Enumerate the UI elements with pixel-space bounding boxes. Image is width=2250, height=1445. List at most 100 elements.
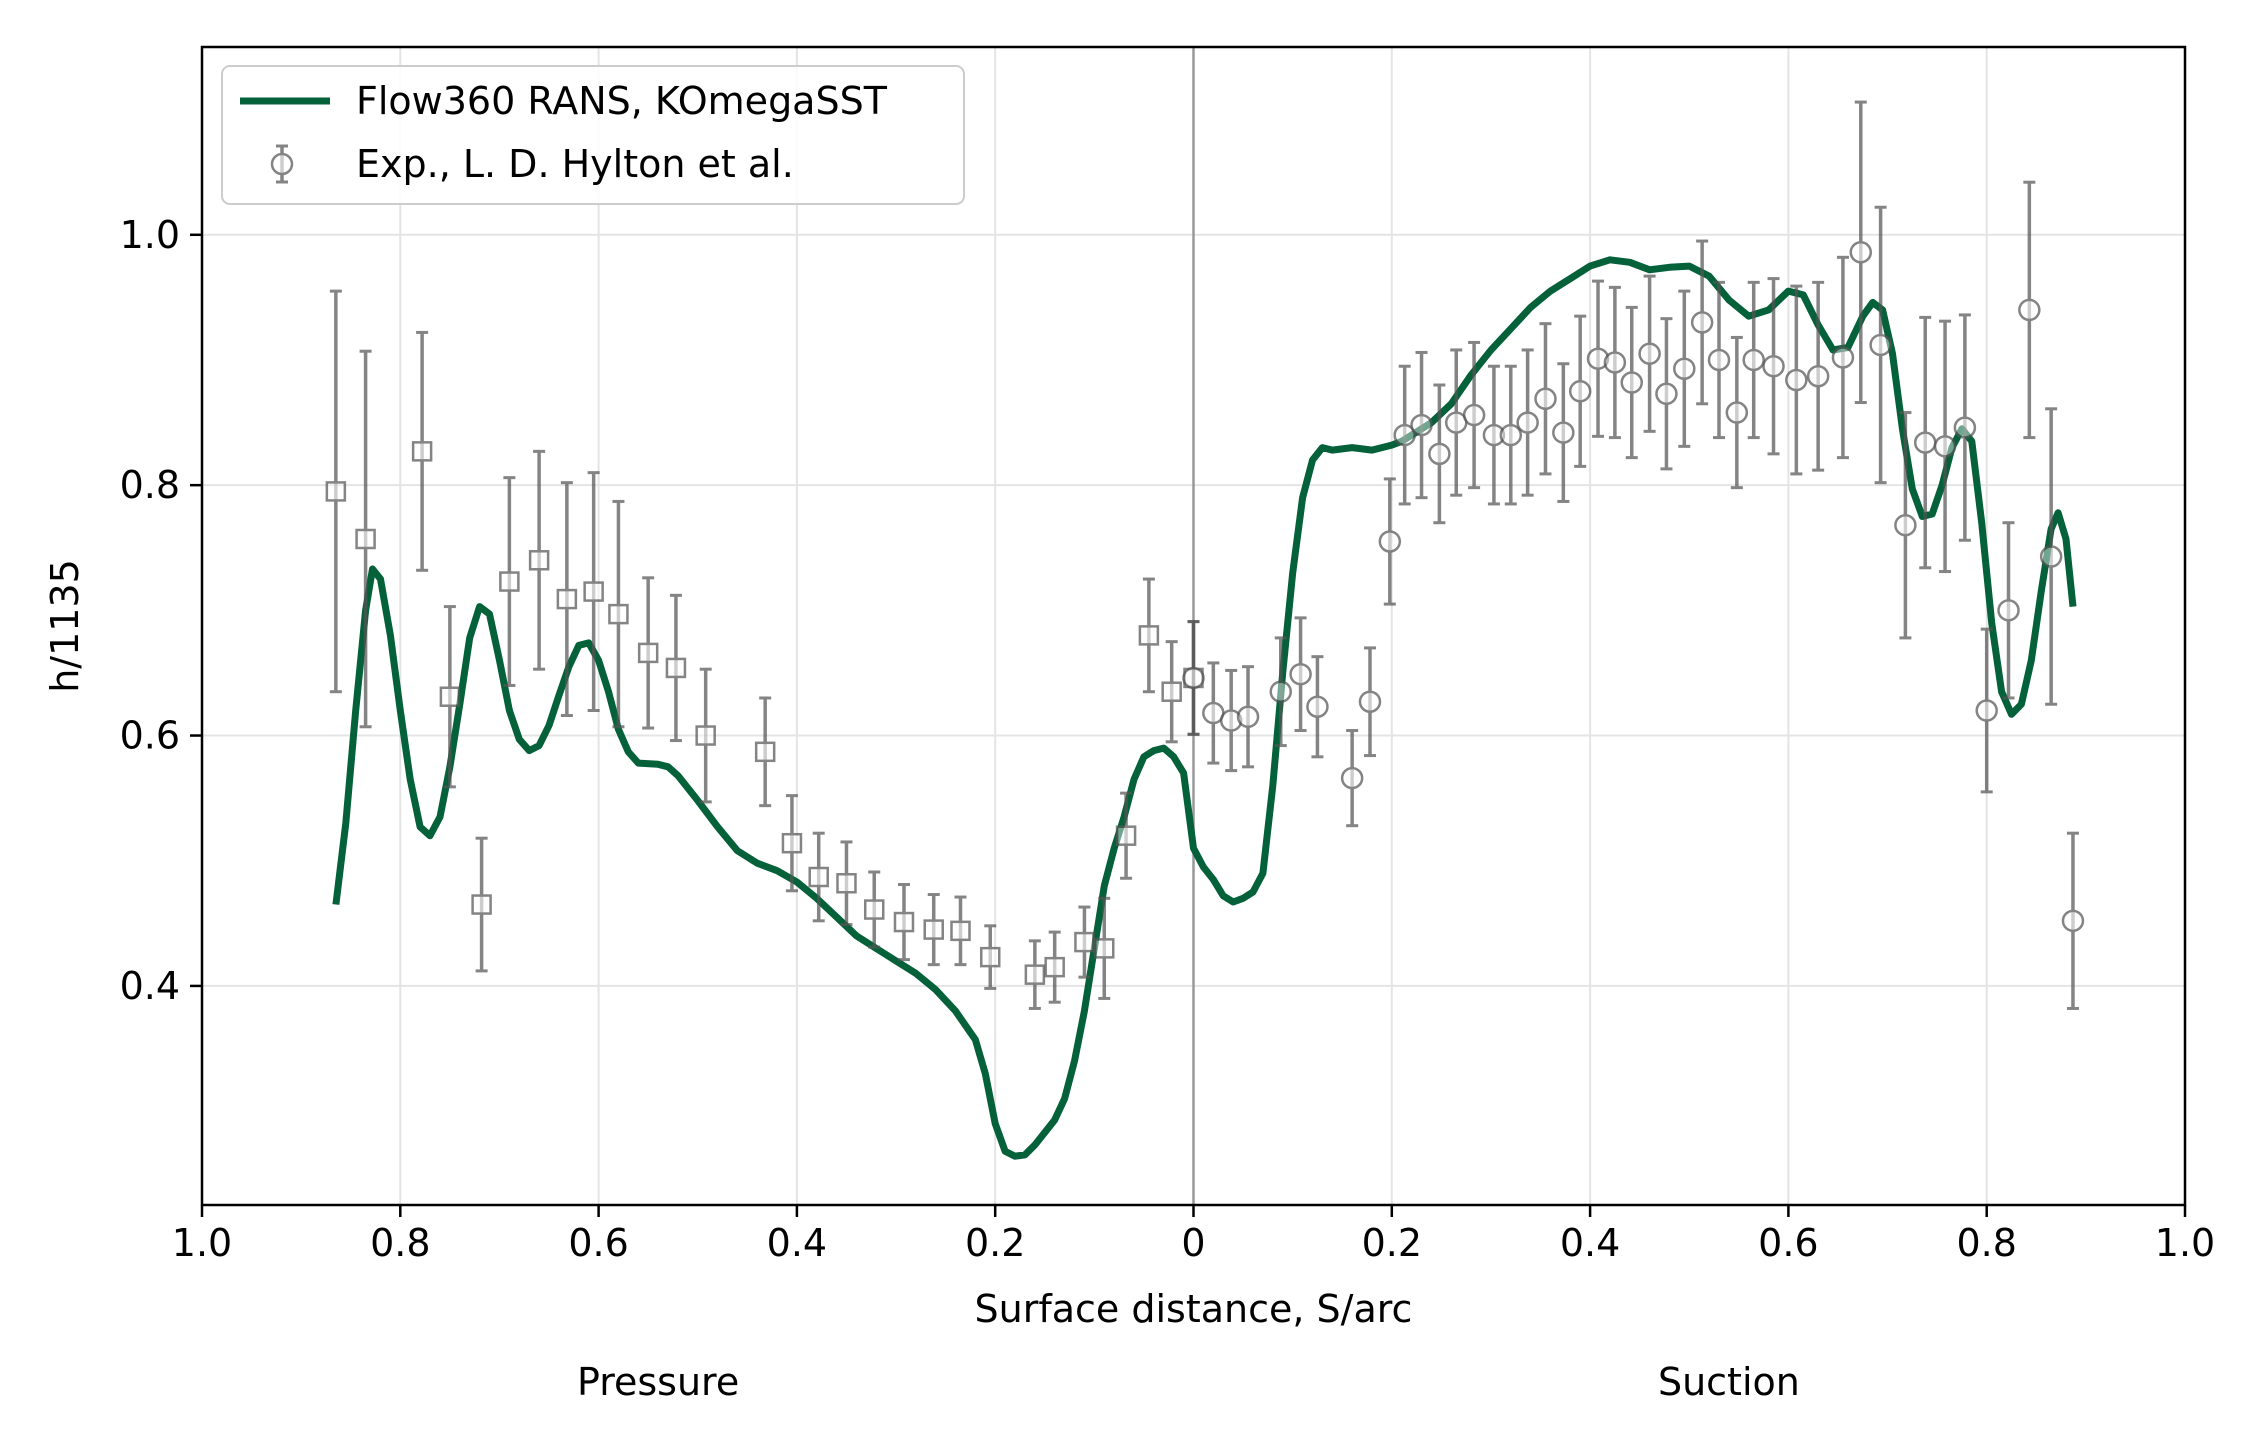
experiment-point: [1410, 350, 1433, 500]
experiment-point: [754, 696, 776, 808]
experiment-point: [1831, 255, 1855, 460]
cfd-series-line: [332, 256, 2077, 1160]
experiment-point: [979, 924, 1001, 990]
circle-marker: [1289, 662, 1312, 686]
square-marker: [355, 528, 376, 550]
circle-marker: [1690, 311, 1714, 334]
square-marker: [583, 581, 604, 602]
circle-marker: [1762, 354, 1785, 378]
x-tick-label: 0.4: [767, 1221, 827, 1265]
square-marker: [808, 866, 829, 888]
x-axis-title: Surface distance, S/arc: [975, 1287, 1413, 1331]
experiment-point: [1393, 364, 1416, 506]
square-marker: [411, 441, 433, 462]
experiment-point: [1161, 640, 1182, 744]
experiment-point: [1024, 939, 1046, 1010]
circle-marker: [1516, 411, 1539, 434]
experiment-point: [1516, 348, 1539, 497]
experiment-point: [1482, 364, 1506, 506]
circle-marker: [1831, 346, 1855, 369]
experiment-point: [1219, 668, 1243, 773]
circle-marker: [1568, 380, 1592, 403]
experiment-point: [2061, 831, 2085, 1010]
experiment-point: [1094, 896, 1115, 1000]
experiment-point: [1115, 791, 1137, 880]
experiment-point: [1997, 521, 2020, 700]
y-axis-title: h/1135: [43, 559, 87, 693]
circle-marker: [1462, 403, 1486, 427]
experiment-point: [471, 836, 492, 973]
x-tick-label: 0.4: [1560, 1221, 1620, 1265]
x-tick-label: 1.0: [172, 1221, 232, 1265]
experiment-point: [863, 870, 885, 949]
square-marker: [556, 588, 578, 610]
y-tick-label: 0.8: [120, 463, 180, 507]
experiment-point: [1306, 655, 1329, 759]
square-marker: [637, 642, 659, 664]
square-marker: [1138, 625, 1160, 646]
square-marker: [608, 603, 629, 625]
experiment-point: [1894, 411, 1917, 640]
circle-marker: [1953, 416, 1977, 439]
circle-marker: [1603, 351, 1627, 374]
circle-marker: [1552, 421, 1575, 444]
experiment-point: [1444, 348, 1468, 497]
circle-marker: [1499, 423, 1523, 447]
square-marker: [979, 946, 1001, 968]
square-marker: [528, 550, 550, 571]
y-tick-label: 0.6: [120, 714, 180, 758]
experiment-point: [583, 471, 604, 713]
square-marker: [325, 481, 347, 502]
square-marker: [471, 894, 492, 915]
circle-marker: [1358, 690, 1382, 713]
experiment-point: [1707, 280, 1731, 440]
circle-marker: [1269, 680, 1293, 703]
circle-marker: [1219, 709, 1243, 732]
circle-marker: [1638, 342, 1661, 365]
experiment-point: [1655, 317, 1678, 471]
circle-marker: [1894, 513, 1917, 537]
circle-marker: [1620, 371, 1643, 394]
circle-marker: [1393, 423, 1416, 447]
experiment-point: [1849, 100, 1873, 405]
circle-marker: [1806, 364, 1830, 388]
square-marker: [754, 741, 776, 763]
experiment-point: [1568, 314, 1592, 468]
square-marker: [1074, 931, 1095, 953]
experiment-point: [1236, 665, 1260, 769]
square-marker: [665, 657, 687, 679]
x-tick-label: 0.8: [1956, 1221, 2016, 1265]
experiment-point: [893, 883, 915, 962]
experiment-point: [1534, 322, 1557, 476]
experiment-point: [665, 593, 687, 743]
experiment-point: [1552, 362, 1575, 503]
square-marker: [439, 686, 461, 707]
experiment-point: [1975, 627, 1998, 794]
circle-marker: [1428, 442, 1451, 466]
experiment-point: [836, 840, 857, 927]
circle-marker: [1482, 423, 1506, 447]
x-tick-label: 0.2: [1362, 1221, 1422, 1265]
circle-marker: [1534, 387, 1557, 411]
legend: Flow360 RANS, KOmegaSST Exp., L. D. Hylt…: [221, 65, 965, 205]
experiment-point: [1953, 313, 1977, 542]
experiment-point: [1869, 205, 1892, 485]
y-tick-label: 0.4: [120, 964, 180, 1008]
experiment-point: [1202, 661, 1225, 765]
square-marker: [923, 919, 944, 940]
circle-marker: [1869, 333, 1892, 357]
side-label-suction: Suction: [1658, 1360, 1800, 1404]
experiment-point: [499, 476, 520, 687]
x-tick-label: 0.6: [1758, 1221, 1818, 1265]
legend-circle-marker: [270, 152, 294, 176]
experiment-point: [528, 449, 550, 671]
legend-box: [221, 65, 965, 205]
circle-marker: [1725, 401, 1749, 424]
y-tick-label: 1.0: [120, 213, 180, 257]
experiment-point: [1138, 577, 1160, 694]
experiment-point: [556, 481, 578, 718]
experiment-point: [1044, 930, 1065, 1004]
experiment-point: [411, 330, 433, 572]
circle-marker: [2061, 909, 2085, 933]
